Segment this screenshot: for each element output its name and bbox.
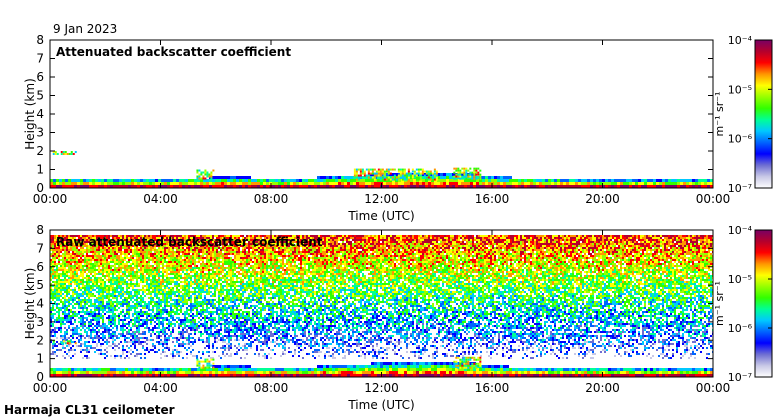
plot-raw-attenuated-backscatter: Raw attenuated backscatter coefficient00…: [23, 223, 773, 412]
colorbar-label: m⁻¹ sr⁻¹: [713, 92, 726, 137]
x-tick-label: 04:00: [143, 192, 178, 206]
x-tick-label: 20:00: [585, 192, 620, 206]
plot-title: Attenuated backscatter coefficient: [56, 45, 291, 59]
colorbar: [754, 39, 773, 189]
x-axis-label: Time (UTC): [347, 209, 414, 223]
y-tick-label: 5: [36, 89, 44, 103]
x-tick-label: 00:00: [696, 192, 731, 206]
date-label: 9 Jan 2023: [53, 22, 117, 36]
heatmap-image: [50, 230, 713, 377]
x-tick-label: 12:00: [364, 381, 399, 395]
x-tick-label: 04:00: [143, 381, 178, 395]
footer-label: Harmaja CL31 ceilometer: [4, 403, 175, 417]
y-tick-label: 8: [36, 33, 44, 47]
colorbar-tick-label: 10⁻⁷: [728, 371, 752, 384]
y-tick-label: 0: [36, 181, 44, 195]
colorbar-tick-label: 10⁻⁶: [728, 322, 753, 335]
x-tick-label: 08:00: [254, 192, 289, 206]
x-tick-label: 16:00: [475, 381, 510, 395]
y-tick-label: 5: [36, 278, 44, 292]
colorbar-tick-label: 10⁻⁴: [728, 224, 753, 237]
y-tick-label: 8: [36, 223, 44, 237]
y-tick-label: 3: [36, 315, 44, 329]
y-axis-label: Height (km): [23, 78, 37, 149]
y-tick-label: 3: [36, 126, 44, 140]
y-tick-label: 4: [36, 107, 44, 121]
y-tick-label: 0: [36, 370, 44, 384]
y-tick-label: 1: [36, 352, 44, 366]
colorbar-tick-label: 10⁻⁴: [728, 34, 753, 47]
y-tick-label: 2: [36, 333, 44, 347]
colorbar-label: m⁻¹ sr⁻¹: [713, 281, 726, 326]
y-tick-label: 7: [36, 241, 44, 255]
y-tick-label: 2: [36, 144, 44, 158]
x-tick-label: 08:00: [254, 381, 289, 395]
y-tick-label: 4: [36, 297, 44, 311]
colorbar-tick-label: 10⁻⁷: [728, 182, 752, 195]
colorbar-tick-label: 10⁻⁵: [728, 83, 752, 96]
colorbar-tick-label: 10⁻⁵: [728, 273, 752, 286]
y-tick-label: 6: [36, 260, 44, 274]
colorbar: [754, 229, 773, 378]
y-tick-label: 6: [36, 70, 44, 84]
x-axis-label: Time (UTC): [347, 398, 414, 412]
y-tick-label: 7: [36, 52, 44, 66]
plot-title: Raw attenuated backscatter coefficient: [56, 235, 323, 249]
x-tick-label: 00:00: [33, 381, 68, 395]
y-tick-label: 1: [36, 163, 44, 177]
y-axis-label: Height (km): [23, 268, 37, 339]
x-tick-label: 00:00: [696, 381, 731, 395]
heatmap-image: [50, 40, 713, 188]
x-tick-label: 16:00: [475, 192, 510, 206]
colorbar-tick-label: 10⁻⁶: [728, 133, 753, 146]
x-tick-label: 12:00: [364, 192, 399, 206]
x-tick-label: 00:00: [33, 192, 68, 206]
x-tick-label: 20:00: [585, 381, 620, 395]
